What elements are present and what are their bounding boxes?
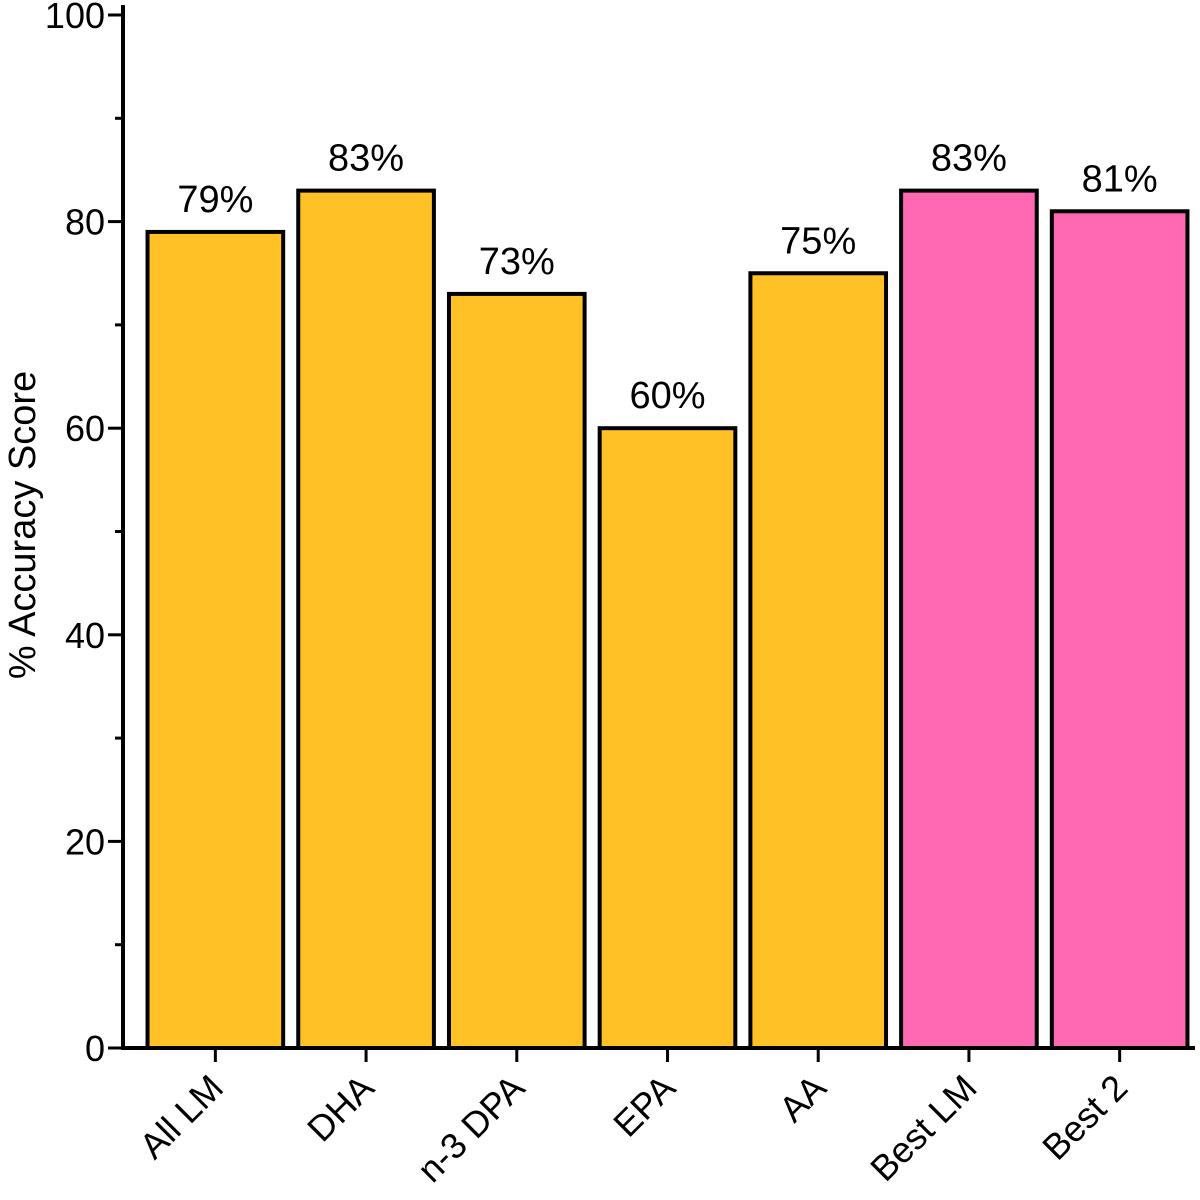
bars-group xyxy=(145,188,1190,1051)
bar-all-lm xyxy=(145,229,286,1050)
x-tick-label: n-3 DPA xyxy=(409,1067,532,1190)
data-label: 79% xyxy=(177,179,253,221)
bar-n-3-dpa xyxy=(446,291,587,1051)
y-tick-label: 100 xyxy=(45,0,105,36)
x-tick-label: DHA xyxy=(299,1067,382,1150)
bar-dha xyxy=(296,188,436,1051)
bar-best-2 xyxy=(1049,209,1190,1050)
y-tick-label: 20 xyxy=(65,821,105,862)
x-tick-label: All LM xyxy=(131,1067,231,1167)
x-tick-label: Best LM xyxy=(862,1067,984,1189)
data-label: 75% xyxy=(780,220,856,262)
y-tick-label: 0 xyxy=(85,1028,105,1069)
data-labels-group: 79% 83% 73% 60% 75% 83% 81% xyxy=(177,138,1157,418)
x-axis: All LM DHA n-3 DPA EPA AA Best LM Best 2 xyxy=(121,1046,1195,1190)
data-label: 81% xyxy=(1082,158,1158,200)
data-label: 73% xyxy=(479,241,555,283)
bar-best-lm xyxy=(899,188,1039,1051)
bar-epa xyxy=(597,426,738,1050)
y-tick-label: 80 xyxy=(65,202,105,243)
bar-aa xyxy=(748,271,889,1050)
x-tick-label: EPA xyxy=(605,1067,683,1145)
x-tick-label: Best 2 xyxy=(1034,1067,1135,1168)
y-axis-title: % Accuracy Score xyxy=(2,371,44,679)
x-tick-label: AA xyxy=(771,1067,834,1130)
data-label: 83% xyxy=(931,138,1007,180)
y-axis: 0 20 40 60 80 100 xyxy=(45,0,125,1069)
y-tick-label: 60 xyxy=(65,408,105,449)
data-label: 83% xyxy=(328,138,404,180)
y-tick-label: 40 xyxy=(65,615,105,656)
data-label: 60% xyxy=(629,375,705,417)
